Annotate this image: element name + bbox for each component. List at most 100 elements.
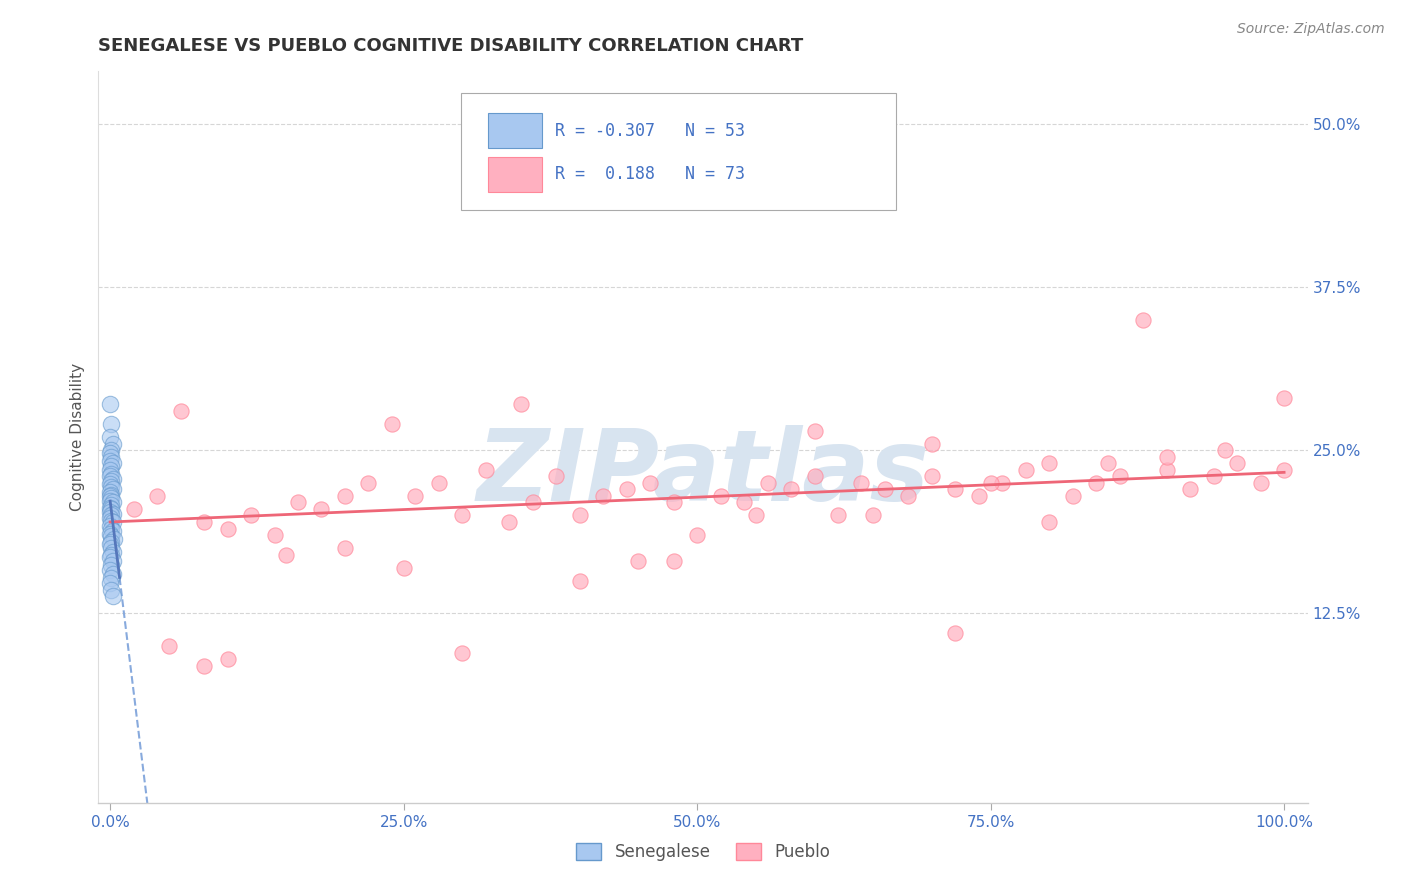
- Point: [193, 658, 215, 673]
- Point: [100, 475, 122, 489]
- Point: [98, 494, 121, 508]
- Point: [522, 495, 544, 509]
- Point: [745, 508, 768, 523]
- Point: [98, 550, 121, 565]
- Point: [756, 475, 779, 490]
- Point: [98, 477, 121, 491]
- Point: [686, 528, 709, 542]
- Text: Source: ZipAtlas.com: Source: ZipAtlas.com: [1237, 22, 1385, 37]
- Point: [100, 498, 122, 512]
- Point: [592, 489, 614, 503]
- Point: [475, 463, 498, 477]
- Point: [100, 491, 122, 506]
- Point: [1038, 515, 1060, 529]
- FancyBboxPatch shape: [461, 94, 897, 211]
- Y-axis label: Cognitive Disability: Cognitive Disability: [69, 363, 84, 511]
- Point: [101, 456, 124, 470]
- Point: [101, 507, 124, 521]
- Point: [568, 574, 591, 588]
- Point: [510, 397, 533, 411]
- Point: [287, 495, 309, 509]
- Text: R =  0.188   N = 73: R = 0.188 N = 73: [555, 166, 745, 184]
- Point: [662, 495, 685, 509]
- Point: [921, 436, 943, 450]
- Point: [101, 545, 124, 559]
- Point: [100, 529, 122, 543]
- Point: [101, 524, 124, 538]
- Point: [945, 626, 967, 640]
- Point: [98, 485, 121, 500]
- Point: [100, 508, 122, 523]
- Point: [100, 450, 122, 464]
- Point: [1272, 391, 1295, 405]
- Legend: Senegalese, Pueblo: Senegalese, Pueblo: [569, 836, 837, 868]
- Point: [427, 475, 450, 490]
- Point: [100, 480, 122, 494]
- Point: [146, 489, 169, 503]
- Point: [851, 475, 873, 490]
- Point: [98, 576, 121, 591]
- FancyBboxPatch shape: [488, 157, 543, 192]
- Point: [357, 475, 380, 490]
- Point: [101, 472, 124, 486]
- Point: [1226, 456, 1249, 470]
- Point: [217, 521, 239, 535]
- Point: [381, 417, 404, 431]
- Point: [98, 463, 121, 477]
- Point: [1272, 463, 1295, 477]
- Point: [101, 495, 124, 509]
- Point: [101, 567, 124, 582]
- Point: [616, 483, 638, 497]
- Point: [98, 519, 121, 533]
- Point: [1202, 469, 1225, 483]
- Point: [100, 534, 122, 549]
- Point: [392, 560, 415, 574]
- Point: [169, 404, 191, 418]
- Point: [921, 469, 943, 483]
- Point: [98, 504, 121, 518]
- Point: [780, 483, 803, 497]
- Point: [827, 508, 849, 523]
- Point: [451, 508, 474, 523]
- Point: [100, 571, 122, 585]
- Point: [157, 639, 180, 653]
- Point: [98, 563, 121, 577]
- Point: [98, 397, 121, 411]
- Point: [100, 514, 122, 528]
- Point: [100, 541, 122, 555]
- Point: [100, 417, 122, 431]
- Point: [101, 483, 124, 497]
- Point: [101, 515, 124, 529]
- Text: SENEGALESE VS PUEBLO COGNITIVE DISABILITY CORRELATION CHART: SENEGALESE VS PUEBLO COGNITIVE DISABILIT…: [98, 37, 804, 54]
- Point: [98, 537, 121, 551]
- Text: R = -0.307   N = 53: R = -0.307 N = 53: [555, 121, 745, 140]
- Point: [897, 489, 920, 503]
- Point: [100, 467, 122, 481]
- FancyBboxPatch shape: [488, 113, 543, 148]
- Point: [1085, 475, 1108, 490]
- Point: [100, 443, 122, 458]
- Point: [101, 590, 124, 604]
- Point: [333, 489, 356, 503]
- Point: [1250, 475, 1272, 490]
- Point: [100, 458, 122, 473]
- Point: [1062, 489, 1084, 503]
- Point: [101, 554, 124, 568]
- Point: [873, 483, 896, 497]
- Point: [100, 487, 122, 501]
- Point: [1215, 443, 1237, 458]
- Point: [1097, 456, 1119, 470]
- Point: [98, 446, 121, 460]
- Point: [263, 528, 285, 542]
- Point: [100, 548, 122, 562]
- Point: [98, 469, 121, 483]
- Point: [103, 532, 125, 546]
- Point: [100, 521, 122, 535]
- Point: [100, 502, 122, 516]
- Point: [1015, 463, 1038, 477]
- Point: [733, 495, 755, 509]
- Point: [311, 502, 333, 516]
- Point: [100, 558, 122, 573]
- Point: [451, 646, 474, 660]
- Point: [991, 475, 1014, 490]
